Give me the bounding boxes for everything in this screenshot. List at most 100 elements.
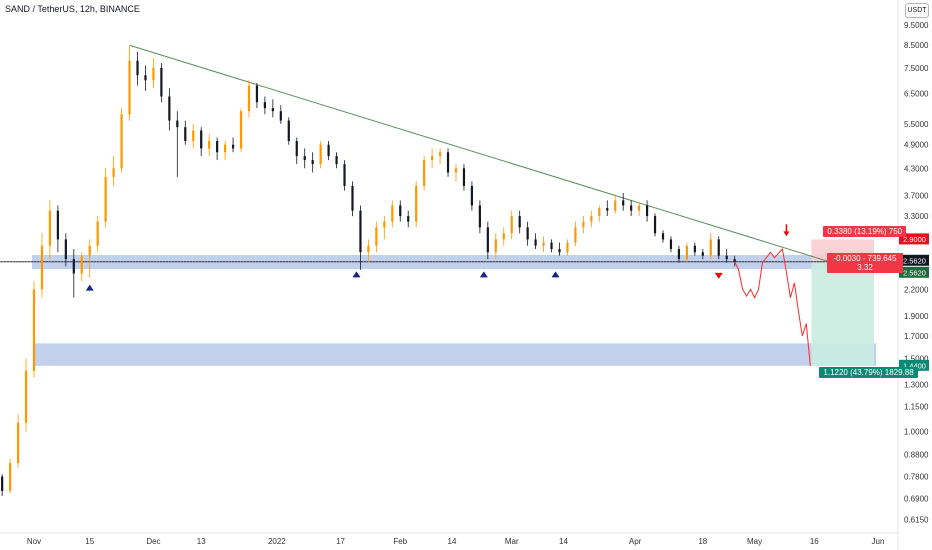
candle-body — [574, 227, 577, 243]
time-tick-label: 14 — [448, 537, 457, 546]
candle-body — [462, 168, 466, 186]
candle-body — [677, 248, 681, 260]
candle-body — [606, 208, 609, 211]
candle-body — [40, 245, 44, 290]
price-tick-label: 1.0000 — [904, 428, 929, 437]
candle-body — [200, 130, 203, 149]
time-tick-label: Dec — [146, 537, 160, 546]
candle-body — [247, 85, 251, 112]
candle-body — [351, 185, 354, 211]
candle-body — [367, 245, 370, 253]
candle-body — [32, 289, 36, 371]
candle-body — [16, 422, 20, 464]
candle-body — [375, 227, 378, 246]
candle-body — [271, 108, 274, 112]
candle-body — [614, 200, 617, 211]
triangle-down-marker — [714, 272, 723, 279]
triangle-up-marker — [479, 271, 488, 278]
time-tick-label: Apr — [629, 537, 642, 546]
candle-body — [168, 96, 171, 121]
price-tick-label: 7.5000 — [904, 64, 929, 73]
candle-body — [152, 67, 155, 81]
trendline — [129, 44, 841, 266]
price-tick-label: 1.1500 — [904, 402, 929, 411]
price-tick-label: 4.9000 — [904, 141, 929, 150]
candle-body — [295, 141, 298, 157]
candle-body — [725, 255, 728, 260]
entry-label: -0.0030 - 739.645 3.32 — [827, 252, 903, 273]
currency-button[interactable]: USDT — [905, 3, 929, 18]
time-tick-label: Jun — [872, 537, 885, 546]
price-tick-label: 0.6150 — [904, 515, 929, 524]
candle-body — [717, 239, 720, 256]
candle-body — [709, 239, 712, 256]
time-tick-label: Feb — [393, 537, 407, 546]
target-label: 0.3380 (13.19%) 750 — [823, 226, 907, 238]
price-tick-label: 0.6900 — [904, 495, 929, 504]
candle-body — [231, 144, 235, 149]
price-tick-label: 1.5000 — [904, 354, 929, 363]
candle-body — [335, 156, 338, 165]
time-tick-label: 15 — [85, 537, 94, 546]
candle-body — [112, 168, 115, 177]
candle-body — [558, 248, 561, 253]
candle-body — [9, 463, 12, 491]
candle-body — [415, 185, 418, 222]
price-tick-label: 5.5000 — [904, 120, 929, 129]
price-tick-label: 1.9000 — [904, 312, 929, 321]
price-tick-label: 0.8800 — [904, 451, 929, 460]
candle-body — [518, 216, 521, 228]
candle-body — [96, 221, 99, 246]
candle-body — [542, 242, 545, 246]
candle-body — [279, 111, 282, 121]
time-tick-label: 16 — [810, 537, 819, 546]
entry-label-line1: -0.0030 - 739.645 — [833, 253, 897, 263]
candle-body — [566, 242, 569, 253]
price-tick-label: 9.5000 — [904, 21, 929, 30]
profit-zone — [811, 261, 874, 366]
candle-body — [407, 216, 410, 222]
price-tag — [899, 254, 929, 266]
arrow-down-head — [783, 231, 790, 237]
price-tick-label: 1.7000 — [904, 332, 929, 341]
candle-body — [582, 221, 585, 228]
candle-body — [255, 85, 259, 103]
candle-body — [239, 111, 243, 149]
candle-body — [701, 252, 704, 256]
candle-body — [685, 245, 688, 260]
candle-body — [431, 156, 434, 161]
candle-body — [88, 245, 91, 256]
projection-path — [734, 247, 811, 366]
candle-body — [216, 141, 219, 153]
candle-body — [223, 144, 227, 153]
lower-zone — [34, 343, 876, 366]
candle-body — [438, 152, 442, 157]
candle-body — [391, 205, 394, 222]
candle-body — [534, 239, 537, 246]
time-tick-label: 18 — [698, 537, 707, 546]
time-tick-label: 14 — [559, 537, 568, 546]
candle-body — [359, 210, 362, 253]
candle-body — [128, 60, 131, 115]
price-tick-label: 3.7000 — [904, 191, 929, 200]
candle-body — [550, 242, 553, 249]
candle-body — [693, 245, 696, 253]
candle-body — [24, 370, 28, 423]
candle-body — [343, 164, 346, 186]
price-tick-label: 4.3000 — [904, 164, 929, 173]
candle-body — [478, 205, 481, 228]
candle-body — [645, 205, 649, 217]
time-tick-label: 2022 — [268, 537, 286, 546]
candle-body — [48, 210, 52, 246]
candle-body — [56, 210, 59, 240]
candle-body — [622, 200, 625, 206]
candle-body — [80, 255, 83, 274]
price-tag-label: 2.9000 — [903, 235, 926, 244]
time-tick-label: 17 — [336, 537, 345, 546]
candle-body — [192, 130, 195, 142]
time-tick-label: Nov — [27, 537, 41, 546]
price-tag-label: 1.4400 — [903, 361, 926, 370]
candle-body — [208, 141, 211, 149]
candle-body — [733, 259, 736, 262]
